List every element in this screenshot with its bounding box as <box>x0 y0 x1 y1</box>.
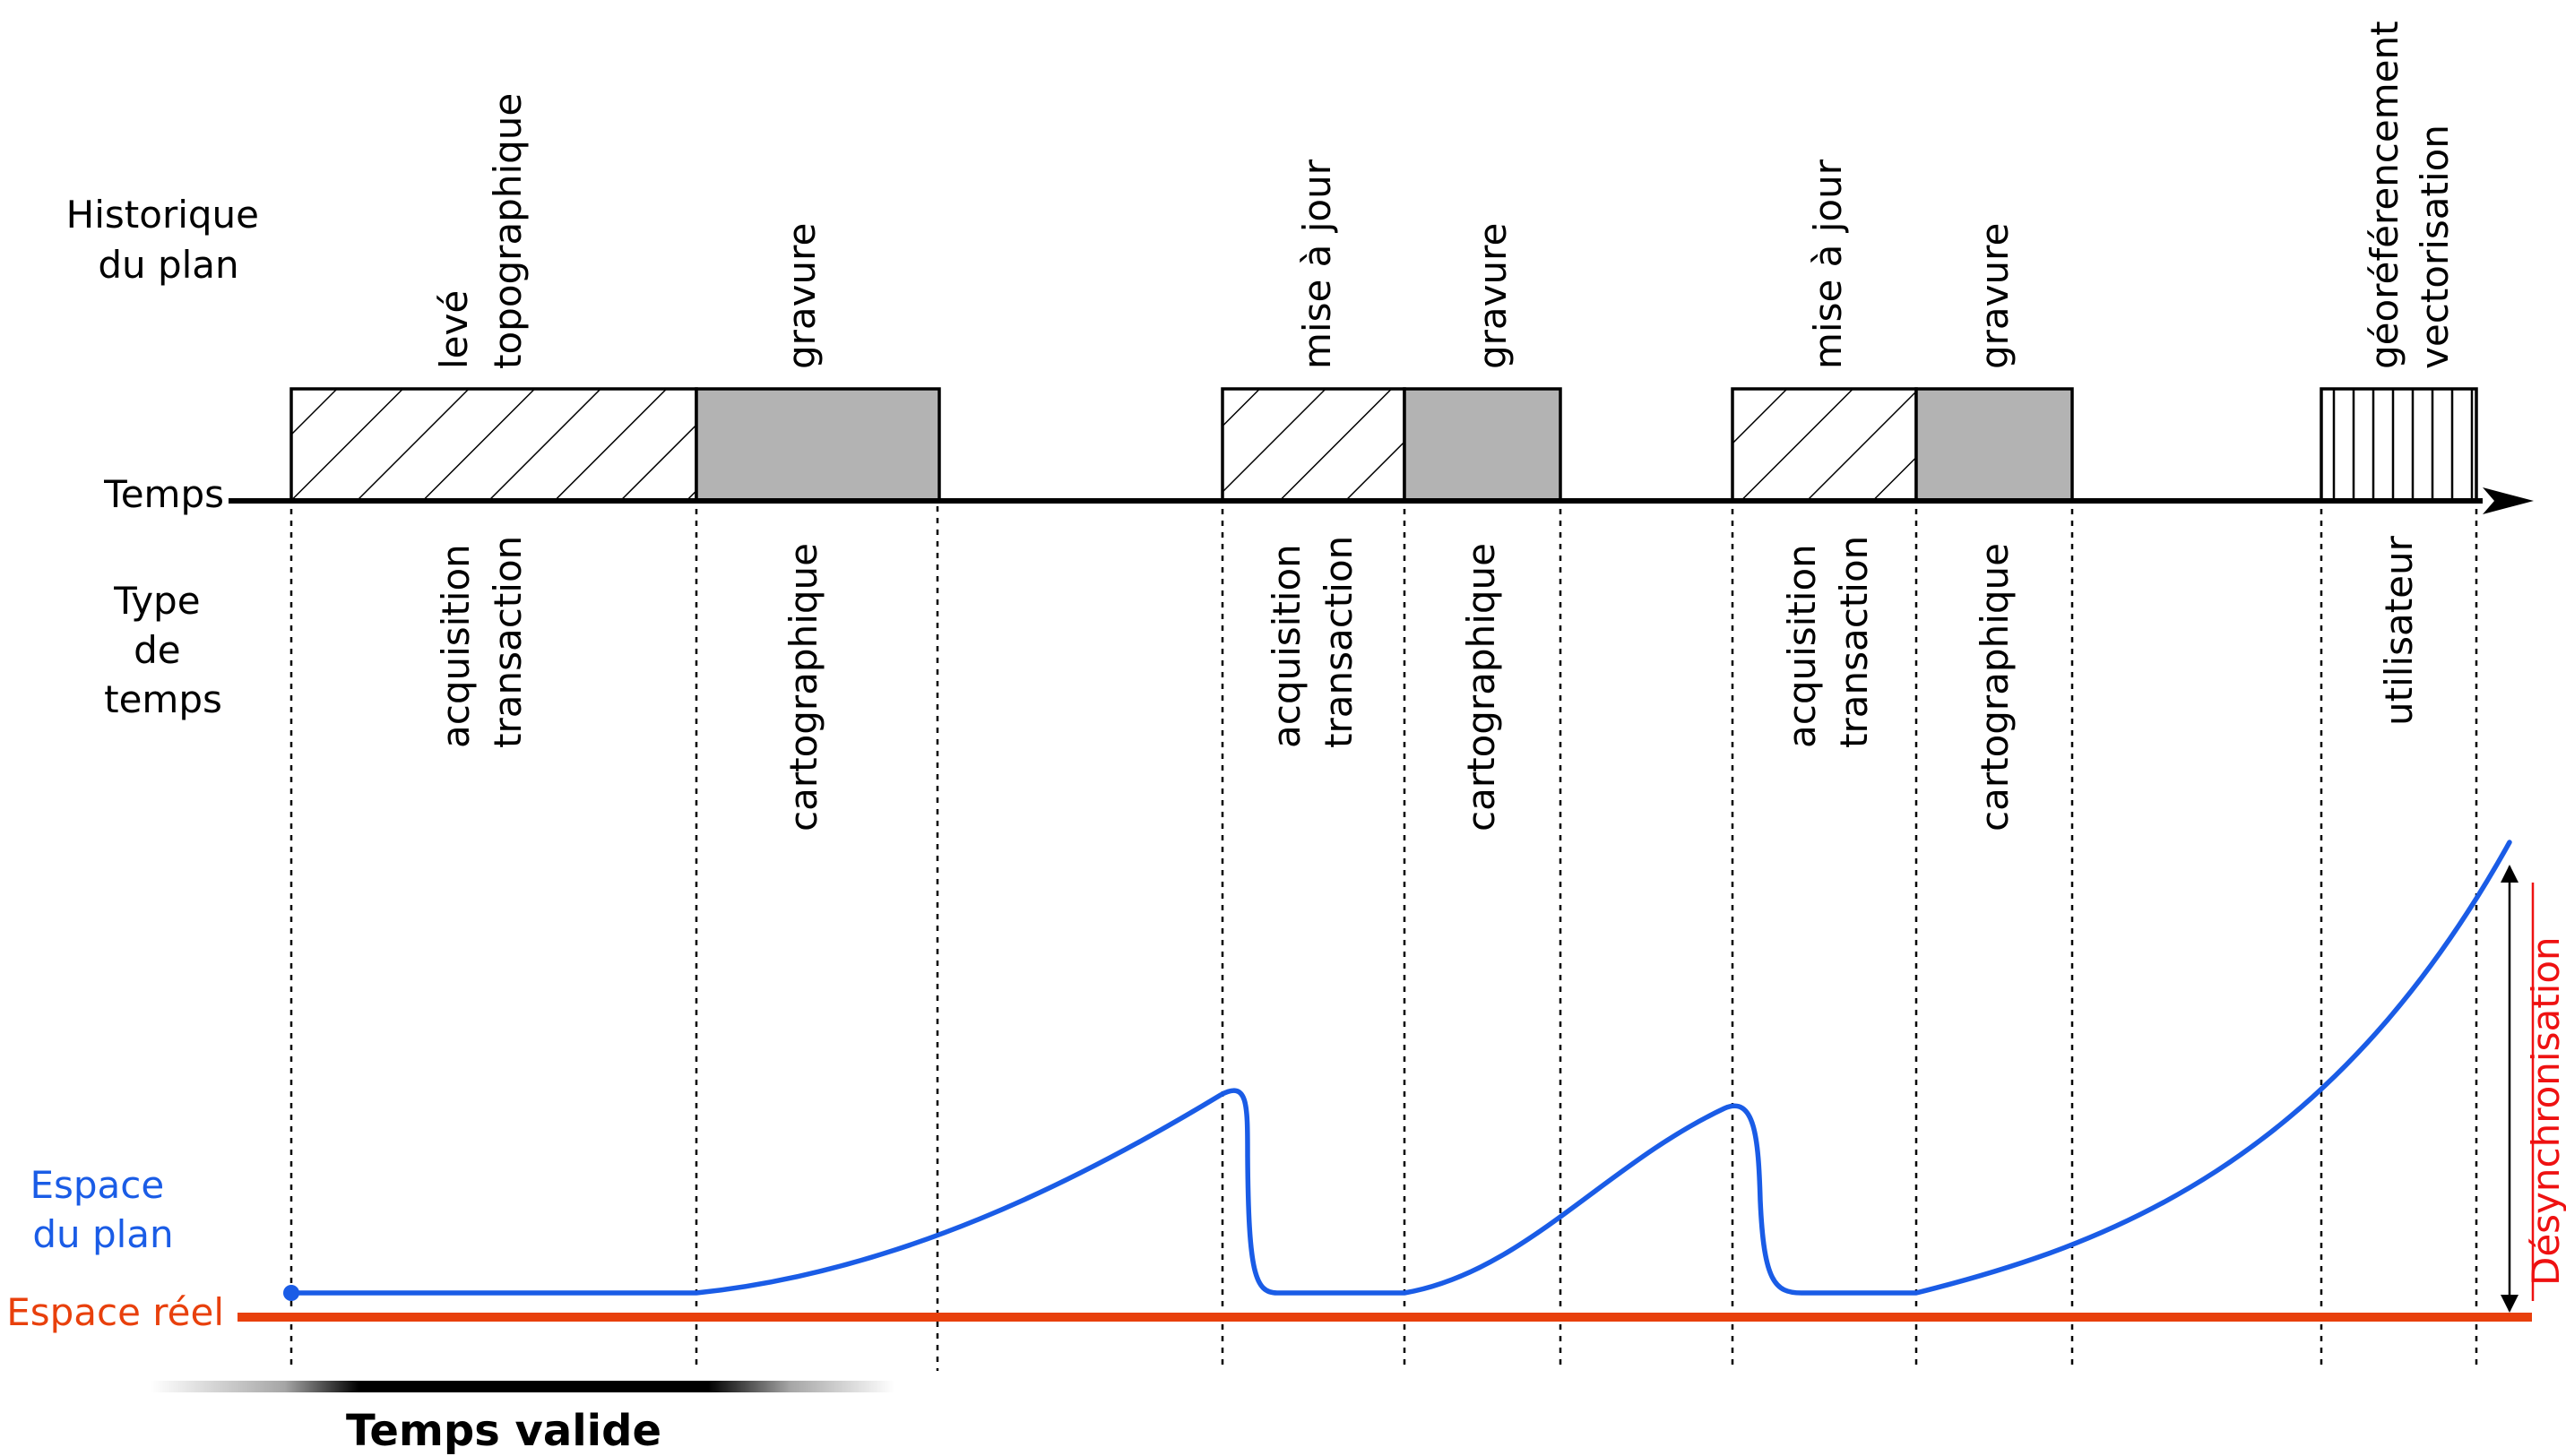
phase-bottom-label: transaction <box>1832 536 1876 748</box>
phase-boxes <box>289 387 2478 502</box>
phase-bottom-label: transaction <box>1317 536 1361 748</box>
phase-top-label: topographique <box>486 93 530 369</box>
espace-plan-start-dot <box>283 1285 299 1301</box>
espace-plan-curve <box>289 840 2512 1296</box>
label-temps: Temps <box>103 472 224 516</box>
phase-box-gravure-3 <box>1914 387 2074 502</box>
phase-box-mise-a-jour-2 <box>1731 387 1918 502</box>
phase-top-label: levé <box>432 290 476 369</box>
phase-bottom-label: acquisition <box>1265 544 1309 748</box>
label-temps-valide: Temps valide <box>346 1406 661 1456</box>
phase-bottom-label: acquisition <box>1780 544 1824 748</box>
label-espace-reel: Espace réel <box>6 1290 224 1334</box>
phase-box-mise-a-jour-1 <box>1221 387 1406 502</box>
time-axis <box>229 487 2534 514</box>
phase-box-gravure-2 <box>1403 387 1562 502</box>
phase-top-label: gravure <box>780 223 824 369</box>
phase-box-leve <box>289 387 698 502</box>
phase-top-label: mise à jour <box>1295 159 1339 369</box>
phase-labels: levé topographique acquisition transacti… <box>432 21 2457 831</box>
phase-bottom-label: acquisition <box>434 544 478 748</box>
phase-top-label: gravure <box>1973 223 2017 369</box>
phase-box-georeferencement <box>2320 387 2478 502</box>
phase-bottom-label: cartographique <box>782 543 825 831</box>
label-historique: Historique du plan <box>66 193 272 287</box>
label-desynchronisation: Désynchronisation <box>2524 936 2566 1286</box>
label-type-de-temps: Type de temps <box>104 579 222 721</box>
phase-bottom-label: cartographique <box>1459 543 1503 831</box>
phase-box-gravure-1 <box>695 387 941 502</box>
phase-top-label: gravure <box>1471 223 1515 369</box>
phase-bottom-label: utilisateur <box>2377 535 2421 726</box>
phase-top-label: géoréférencement <box>2363 21 2406 369</box>
label-espace-plan: Espace du plan <box>30 1163 176 1256</box>
phase-bottom-label: cartographique <box>1973 543 2017 831</box>
dashed-guides <box>289 448 2478 1371</box>
phase-top-label: mise à jour <box>1806 159 1850 369</box>
phase-bottom-label: transaction <box>486 536 530 748</box>
time-axis-arrowhead <box>2483 487 2534 514</box>
temps-valide-bar <box>151 1381 894 1392</box>
phase-top-label: vectorisation <box>2413 125 2457 369</box>
